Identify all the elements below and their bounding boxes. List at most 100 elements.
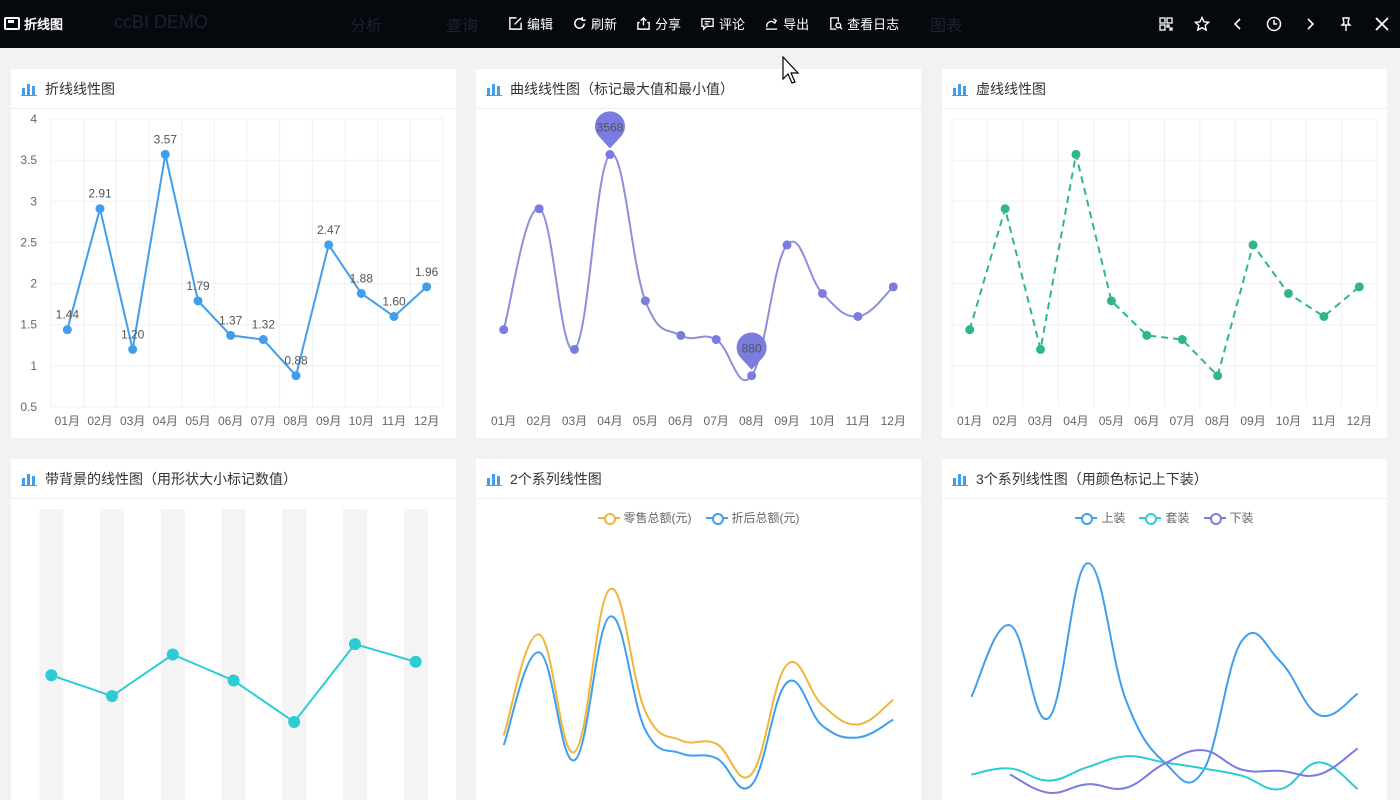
prev-button[interactable]	[1220, 0, 1256, 48]
share-button[interactable]: 分享	[636, 14, 681, 33]
data-point	[1354, 282, 1364, 292]
panel-header: 折线线性图	[11, 69, 456, 109]
x-tick-label: 10月	[810, 414, 835, 428]
panel-title: 曲线线性图（标记最大值和最小值）	[510, 80, 734, 97]
next-button[interactable]	[1292, 0, 1328, 48]
y-tick-label: 3	[30, 194, 37, 208]
view-log-button[interactable]: 查看日志	[828, 14, 899, 33]
pin-button[interactable]	[1328, 0, 1364, 48]
x-tick-label: 03月	[562, 414, 587, 428]
close-icon	[1375, 17, 1389, 31]
x-tick-label: 11月	[382, 414, 406, 428]
y-tick-label: 2	[30, 277, 37, 291]
marker-label: 880	[742, 342, 762, 356]
x-tick-label: 11月	[1312, 414, 1336, 428]
series-curve-2	[971, 755, 1359, 791]
comment-button[interactable]: 评论	[700, 14, 745, 33]
panel-title: 带背景的线性图（用形状大小标记数值）	[45, 470, 297, 487]
top-bar: ccBI DEMO 分析 查询 图表 折线图 编辑 刷新 分享 评论 导出 查看…	[0, 0, 1400, 48]
export-label: 导出	[783, 17, 810, 32]
background-chart	[39, 509, 428, 800]
panel-background-chart: 带背景的线性图（用形状大小标记数值）	[11, 459, 456, 800]
two-series-chart	[502, 588, 894, 790]
toolbar-right	[1148, 0, 1400, 48]
data-point	[409, 655, 422, 668]
refresh-button[interactable]: 刷新	[572, 14, 617, 33]
data-point	[356, 288, 366, 298]
data-point	[888, 282, 898, 292]
data-point	[1213, 371, 1223, 381]
legend-swatch	[705, 512, 728, 525]
edit-icon	[509, 17, 522, 30]
legend-item[interactable]: 下装	[1203, 509, 1254, 526]
export-button[interactable]: 导出	[764, 14, 809, 33]
edit-label: 编辑	[527, 17, 554, 32]
legend-item[interactable]: 零售总额(元)	[597, 509, 692, 526]
comment-label: 评论	[719, 17, 746, 32]
data-point	[389, 311, 399, 321]
x-tick-label: 10月	[349, 414, 374, 428]
chevron-left-icon	[1233, 18, 1241, 30]
legend-item[interactable]: 上装	[1075, 509, 1125, 526]
series-line	[66, 154, 428, 378]
x-tick-label: 06月	[668, 414, 693, 428]
x-tick-label: 03月	[1028, 414, 1053, 428]
chart-legend: 零售总额(元) 折后总额(元)	[476, 509, 921, 526]
x-tick-label: 05月	[185, 414, 210, 428]
data-point	[640, 296, 650, 306]
panel-header: 虚线线性图	[942, 69, 1387, 109]
series-curve-3	[1009, 747, 1359, 794]
tab-title[interactable]: 折线图	[4, 14, 63, 33]
grid-icon	[1159, 17, 1173, 31]
legend-label: 折后总额(元)	[731, 511, 800, 525]
data-label: 1.96	[415, 265, 439, 279]
legend-item[interactable]: 套装	[1139, 509, 1190, 526]
data-point	[160, 149, 170, 159]
history-button[interactable]	[1256, 0, 1292, 48]
panel-curve-chart: 曲线线性图（标记最大值和最小值） 01月 02月 03月 04月 05月 06月 07月 08…	[476, 69, 921, 438]
data-label: 2.91	[88, 187, 112, 201]
x-tick-label: 07月	[704, 414, 729, 428]
grid-button[interactable]	[1148, 0, 1184, 48]
bar-chart-icon	[486, 473, 502, 486]
legend-item[interactable]: 折后总额(元)	[705, 509, 800, 526]
background-bar	[221, 509, 246, 800]
background-bar	[100, 509, 125, 800]
data-point	[676, 330, 686, 340]
x-tick-label: 04月	[1063, 414, 1088, 428]
data-point	[711, 335, 721, 345]
y-tick-label: 2.5	[20, 235, 37, 249]
chart-tab-icon	[4, 17, 20, 30]
x-tick-label: 04月	[597, 414, 622, 428]
data-point	[166, 648, 179, 661]
data-point	[1248, 240, 1258, 250]
data-point	[1000, 204, 1010, 214]
panel-title: 折线线性图	[45, 80, 115, 97]
data-point	[226, 330, 236, 340]
three-series-chart	[970, 562, 1359, 794]
edit-button[interactable]: 编辑	[508, 14, 553, 33]
legend-swatch	[1139, 512, 1162, 525]
close-button[interactable]	[1364, 0, 1400, 48]
panel-dashed-chart: 虚线线性图 01月 02月 03月 04月 05月 06月 07月 08月 09月 10月 11月 1…	[942, 69, 1387, 438]
data-point	[128, 344, 138, 354]
favorite-button[interactable]	[1184, 0, 1220, 48]
background-bar	[39, 509, 64, 800]
data-label: 2.47	[317, 223, 341, 237]
x-tick-label: 08月	[739, 414, 764, 428]
data-point	[605, 150, 615, 160]
x-tick-label: 05月	[1099, 414, 1124, 428]
data-label: 1.88	[350, 271, 374, 285]
x-tick-label: 10月	[1276, 414, 1301, 428]
data-point	[1071, 149, 1081, 159]
x-tick-label: 06月	[1134, 414, 1159, 428]
panel-header: 曲线线性图（标记最大值和最小值）	[476, 69, 921, 109]
ghost-tab-chart: 图表	[930, 18, 963, 35]
series-curve-2	[502, 615, 894, 790]
x-tick-label: 02月	[992, 414, 1017, 428]
data-point	[570, 344, 580, 354]
data-point	[288, 716, 301, 729]
series-curve	[502, 153, 894, 382]
x-tick-label: 12月	[1347, 414, 1372, 428]
y-tick-label: 3.5	[20, 153, 37, 167]
